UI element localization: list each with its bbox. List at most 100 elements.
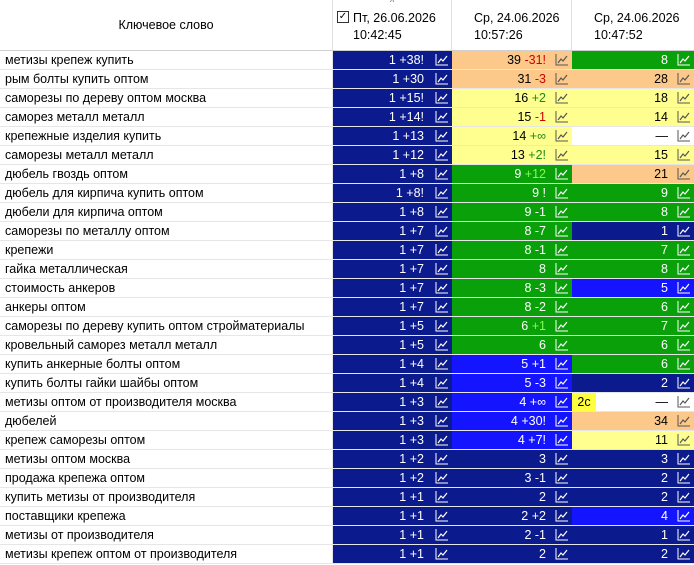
position-cell[interactable]: 1	[572, 222, 694, 240]
chart-icon[interactable]	[435, 186, 449, 199]
column-header-keyword[interactable]: Ключевое слово	[0, 0, 333, 50]
position-cell[interactable]: 6	[572, 336, 694, 354]
column-checkbox[interactable]: ✓	[337, 11, 349, 23]
chart-icon[interactable]	[677, 148, 691, 161]
table-row[interactable]: саморезы металл металл 1 +12 13 +2! 15	[0, 146, 694, 165]
chart-icon[interactable]	[435, 110, 449, 123]
chart-icon[interactable]	[555, 243, 569, 256]
position-cell[interactable]: 1 +2	[333, 469, 452, 487]
chart-icon[interactable]	[555, 281, 569, 294]
chart-icon[interactable]	[677, 414, 691, 427]
position-cell[interactable]: 4 +7!	[452, 431, 572, 449]
chart-icon[interactable]	[677, 243, 691, 256]
chart-icon[interactable]	[677, 262, 691, 275]
chart-icon[interactable]	[677, 224, 691, 237]
position-cell[interactable]: 1 +13	[333, 127, 452, 145]
column-header-date-1[interactable]: ^ ✓ Пт, 26.06.2026 10:42:45	[333, 0, 452, 50]
chart-icon[interactable]	[435, 91, 449, 104]
position-cell[interactable]: 8	[572, 203, 694, 221]
chart-icon[interactable]	[677, 471, 691, 484]
position-cell[interactable]: 15 -1	[452, 108, 572, 126]
table-row[interactable]: стоимость анкеров 1 +7 8 -3 5	[0, 279, 694, 298]
table-row[interactable]: крепежи 1 +7 8 -1 7	[0, 241, 694, 260]
chart-icon[interactable]	[677, 357, 691, 370]
position-cell[interactable]: 34	[572, 412, 694, 430]
chart-icon[interactable]	[435, 547, 449, 560]
position-cell[interactable]: 2	[572, 469, 694, 487]
table-row[interactable]: дюбелей 1 +3 4 +30! 34	[0, 412, 694, 431]
position-cell[interactable]: 9 -1	[452, 203, 572, 221]
table-row[interactable]: саморезы по дереву купить оптом строймат…	[0, 317, 694, 336]
chart-icon[interactable]	[555, 167, 569, 180]
chart-icon[interactable]	[435, 528, 449, 541]
position-cell[interactable]: 1 +7	[333, 222, 452, 240]
table-row[interactable]: дюбель для кирпича купить оптом 1 +8! 9 ! 9	[0, 184, 694, 203]
chart-icon[interactable]	[677, 490, 691, 503]
position-cell[interactable]: 6	[452, 336, 572, 354]
position-cell[interactable]: 2 +2	[452, 507, 572, 525]
position-cell[interactable]: 7	[572, 317, 694, 335]
chart-icon[interactable]	[435, 224, 449, 237]
position-cell[interactable]: 8 -7	[452, 222, 572, 240]
chart-icon[interactable]	[555, 91, 569, 104]
chart-icon[interactable]	[435, 452, 449, 465]
chart-icon[interactable]	[555, 471, 569, 484]
position-cell[interactable]: 9 !	[452, 184, 572, 202]
chart-icon[interactable]	[555, 528, 569, 541]
chart-icon[interactable]	[435, 167, 449, 180]
table-row[interactable]: анкеры оптом 1 +7 8 -2 6	[0, 298, 694, 317]
table-row[interactable]: дюбели для кирпича оптом 1 +8 9 -1 8	[0, 203, 694, 222]
position-cell[interactable]: 5 -3	[452, 374, 572, 392]
chart-icon[interactable]	[677, 300, 691, 313]
table-row[interactable]: метизы от производителя 1 +1 2 -1 1	[0, 526, 694, 545]
chart-icon[interactable]	[555, 110, 569, 123]
position-cell[interactable]: 16 +2	[452, 89, 572, 107]
table-row[interactable]: крепеж саморезы оптом 1 +3 4 +7! 11	[0, 431, 694, 450]
position-cell[interactable]: 1 +1	[333, 507, 452, 525]
chart-icon[interactable]	[677, 319, 691, 332]
chart-icon[interactable]	[555, 452, 569, 465]
chart-icon[interactable]	[555, 72, 569, 85]
position-cell[interactable]: 1 +3	[333, 393, 452, 411]
chart-icon[interactable]	[677, 72, 691, 85]
position-cell[interactable]: 8	[572, 260, 694, 278]
position-cell[interactable]: 2	[452, 545, 572, 563]
position-cell[interactable]: 15	[572, 146, 694, 164]
table-row[interactable]: метизы крепеж купить 1 +38! 39 -31! 8	[0, 51, 694, 70]
position-cell[interactable]: 8 -2	[452, 298, 572, 316]
chart-icon[interactable]	[435, 338, 449, 351]
table-row[interactable]: продажа крепежа оптом 1 +2 3 -1 2	[0, 469, 694, 488]
position-cell[interactable]: 21	[572, 165, 694, 183]
chart-icon[interactable]	[555, 224, 569, 237]
table-row[interactable]: купить анкерные болты оптом 1 +4 5 +1 6	[0, 355, 694, 374]
chart-icon[interactable]	[555, 490, 569, 503]
position-cell[interactable]: 4 +∞	[452, 393, 572, 411]
chart-icon[interactable]	[435, 395, 449, 408]
chart-icon[interactable]	[677, 433, 691, 446]
position-cell[interactable]: 3	[572, 450, 694, 468]
table-row[interactable]: саморезы по дереву оптом москва 1 +15! 16 …	[0, 89, 694, 108]
position-cell[interactable]: 1 +3	[333, 412, 452, 430]
chart-icon[interactable]	[435, 319, 449, 332]
column-header-date-3[interactable]: Ср, 24.06.2026 10:47:52	[572, 0, 694, 50]
position-cell[interactable]: 18	[572, 89, 694, 107]
position-cell[interactable]: 1 +2	[333, 450, 452, 468]
chart-icon[interactable]	[435, 129, 449, 142]
position-cell[interactable]: 1 +5	[333, 336, 452, 354]
position-cell[interactable]: 8 -3	[452, 279, 572, 297]
chart-icon[interactable]	[435, 243, 449, 256]
chart-icon[interactable]	[435, 471, 449, 484]
position-cell[interactable]: 31 -3	[452, 70, 572, 88]
chart-icon[interactable]	[555, 186, 569, 199]
position-cell[interactable]: 2 -1	[452, 526, 572, 544]
chart-icon[interactable]	[555, 376, 569, 389]
table-row[interactable]: дюбель гвоздь оптом 1 +8 9 +12 21	[0, 165, 694, 184]
position-cell[interactable]: 1 +4	[333, 355, 452, 373]
table-row[interactable]: метизы оптом москва 1 +2 3 3	[0, 450, 694, 469]
position-cell[interactable]: 39 -31!	[452, 51, 572, 69]
chart-icon[interactable]	[555, 53, 569, 66]
chart-icon[interactable]	[435, 357, 449, 370]
chart-icon[interactable]	[435, 53, 449, 66]
position-cell[interactable]: 28	[572, 70, 694, 88]
position-cell[interactable]: 1 +30	[333, 70, 452, 88]
